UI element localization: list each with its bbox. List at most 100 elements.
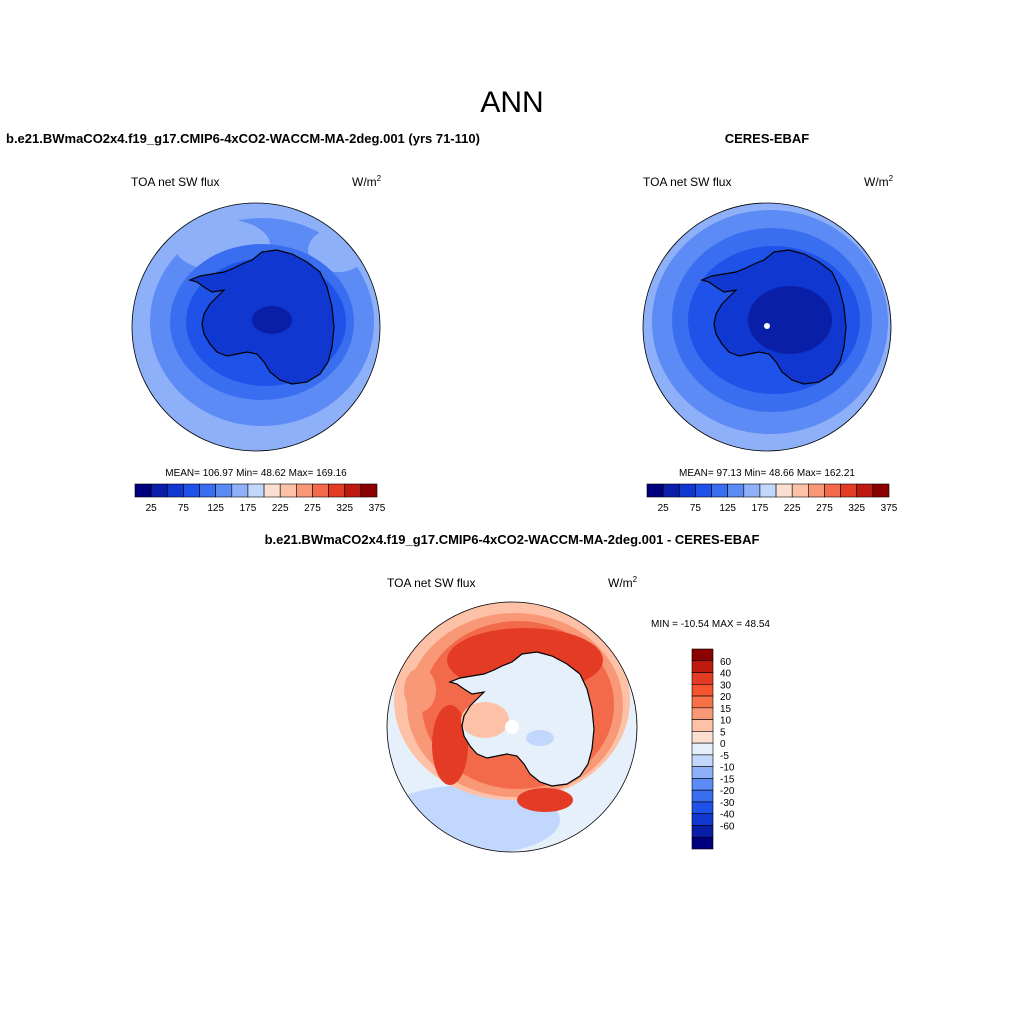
colorbar-swatch (691, 778, 714, 791)
colorbar-tick-label: 225 (784, 503, 801, 514)
colorbar-tick-label: 0 (720, 739, 726, 750)
colorbar-tick-label: 25 (658, 503, 670, 514)
colorbar-swatch (691, 660, 714, 673)
colorbar-tick-label: 175 (240, 503, 257, 514)
colorbar-tick-label: 5 (720, 727, 726, 738)
colorbar-swatch (691, 825, 714, 838)
colorbar-tick-label: 60 (720, 657, 732, 668)
colorbar-tick-label: 10 (720, 716, 732, 727)
colorbar-obs: 25 75 125 175 225 275 325 375 (646, 483, 898, 514)
colorbar-tick-label: 125 (207, 503, 224, 514)
panel-diff: b.e21.BWmaCO2x4.f19_g17.CMIP6-4xCO2-WACC… (265, 532, 770, 853)
colorbar-tick-label: 375 (369, 503, 386, 514)
colorbar-tick-label: 25 (146, 503, 158, 514)
units-label-model: W/m2 (352, 174, 382, 189)
panel-header-obs: CERES-EBAF (725, 131, 810, 146)
colorbar-swatch (691, 789, 714, 803)
colorbar-swatch (691, 731, 714, 744)
colorbar-tick-label: -30 (720, 798, 735, 809)
units-label-diff: W/m2 (608, 575, 638, 590)
colorbar-swatch (691, 672, 714, 685)
figure-title: ANN (480, 86, 543, 119)
stats-obs: MEAN= 97.13 Min= 48.66 Max= 162.21 (679, 468, 855, 479)
colorbar-swatch (691, 766, 714, 779)
colorbar-tick-label: -5 (720, 751, 729, 762)
colorbar-swatch (134, 483, 152, 498)
colorbar-model: 25 75 125 175 225 275 325 375 (134, 483, 386, 514)
map-obs (643, 203, 891, 451)
colorbar-tick-label: 40 (720, 669, 732, 680)
colorbar-swatch (678, 483, 696, 498)
colorbar-tick-label: -40 (720, 810, 735, 821)
units-label-obs: W/m2 (864, 174, 894, 189)
colorbar-swatch (312, 483, 329, 498)
map-border-model (131, 202, 381, 452)
panel-header-diff: b.e21.BWmaCO2x4.f19_g17.CMIP6-4xCO2-WACC… (265, 532, 760, 547)
colorbar-swatch (691, 683, 714, 697)
map-model (132, 203, 380, 451)
colorbar-swatch (263, 483, 281, 498)
colorbar-swatch (646, 483, 664, 498)
colorbar-swatch (695, 483, 712, 498)
colorbar-swatch (856, 483, 874, 498)
colorbar-tick-label: 20 (720, 692, 732, 703)
colorbar-swatch (328, 483, 346, 498)
colorbar-swatch (840, 483, 858, 498)
stats-diff: MIN = -10.54 MAX = 48.54 (651, 619, 770, 630)
colorbar-swatch (199, 483, 216, 498)
colorbar-swatch (247, 483, 265, 498)
colorbar-swatch (691, 719, 714, 732)
colorbar-swatch (360, 483, 378, 498)
colorbar-swatch (775, 483, 793, 498)
colorbar-swatch (824, 483, 841, 498)
map-diff (387, 602, 637, 852)
colorbar-swatch (691, 801, 714, 815)
colorbar-swatch (691, 813, 714, 826)
variable-label-obs: TOA net SW flux (643, 175, 731, 189)
map-border-diff (386, 601, 638, 853)
colorbar-swatch (808, 483, 825, 498)
colorbar-tick-label: 30 (720, 680, 732, 691)
colorbar-tick-label: -15 (720, 774, 735, 785)
variable-label-model: TOA net SW flux (131, 175, 219, 189)
colorbar-swatch (166, 483, 184, 498)
colorbar-swatch (727, 483, 745, 498)
stats-model: MEAN= 106.97 Min= 48.62 Max= 169.16 (165, 468, 347, 479)
colorbar-swatch (691, 707, 714, 720)
colorbar-swatch (759, 483, 777, 498)
colorbar-swatch (183, 483, 200, 498)
colorbar-tick-label: 275 (304, 503, 321, 514)
colorbar-tick-label: 75 (690, 503, 702, 514)
colorbar-swatch (691, 836, 714, 850)
panel-header-model: b.e21.BWmaCO2x4.f19_g17.CMIP6-4xCO2-WACC… (6, 131, 480, 146)
colorbar-swatch (691, 754, 714, 767)
colorbar-swatch (743, 483, 761, 498)
colorbar-swatch (662, 483, 680, 498)
panel-obs: CERES-EBAF TOA net SW flux W/m2 MEAN= 97… (642, 131, 898, 514)
colorbar-tick-label: -20 (720, 786, 735, 797)
colorbar-swatch (711, 483, 728, 498)
variable-label-diff: TOA net SW flux (387, 576, 475, 590)
colorbar-tick-label: -60 (720, 821, 735, 832)
colorbar-tick-label: 275 (816, 503, 833, 514)
colorbar-tick-label: 75 (178, 503, 190, 514)
colorbar-swatch (791, 483, 809, 498)
colorbar-tick-label: 15 (720, 704, 732, 715)
colorbar-swatch (279, 483, 297, 498)
colorbar-tick-label: 325 (336, 503, 353, 514)
colorbar-swatch (231, 483, 249, 498)
panel-model: b.e21.BWmaCO2x4.f19_g17.CMIP6-4xCO2-WACC… (6, 131, 480, 514)
map-border-obs (642, 202, 892, 452)
colorbar-swatch (691, 648, 714, 662)
colorbar-swatch (344, 483, 362, 498)
colorbar-swatch (215, 483, 233, 498)
colorbar-swatch (872, 483, 890, 498)
colorbar-tick-label: 175 (752, 503, 769, 514)
colorbar-swatch (150, 483, 168, 498)
colorbar-tick-label: 225 (272, 503, 289, 514)
colorbar-tick-label: 125 (719, 503, 736, 514)
colorbar-tick-label: 375 (881, 503, 898, 514)
colorbar-swatch (296, 483, 313, 498)
